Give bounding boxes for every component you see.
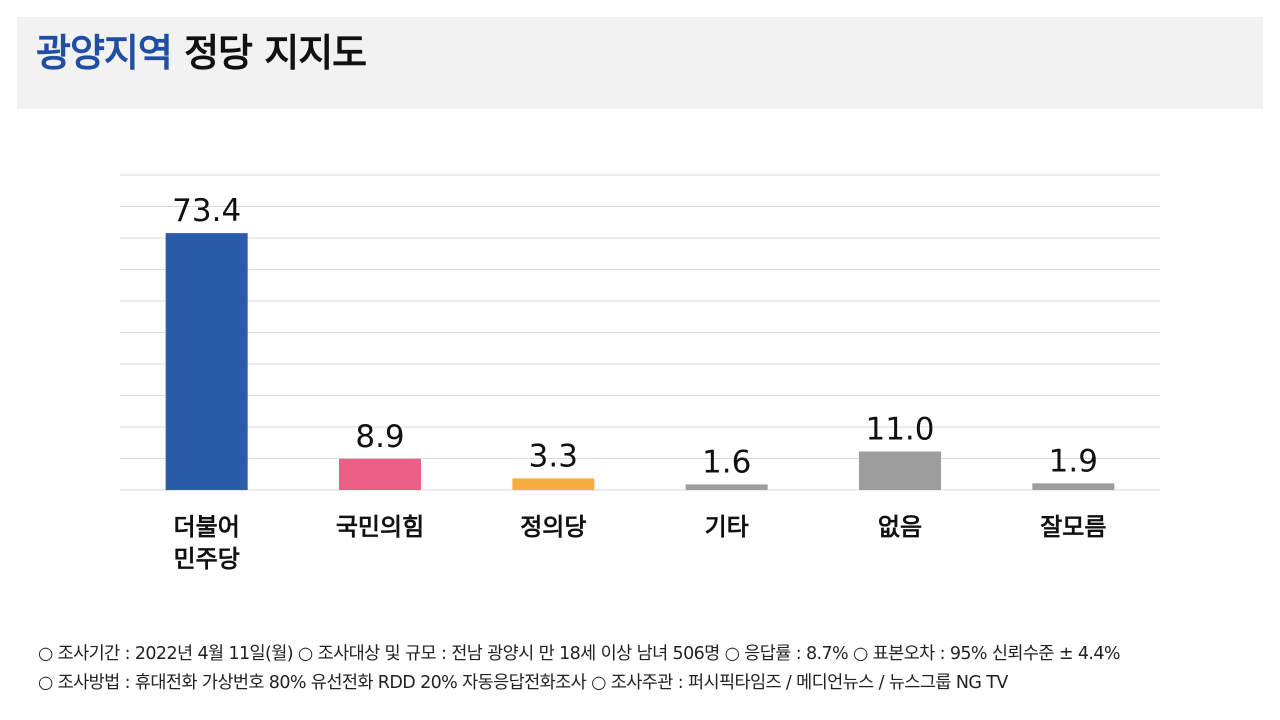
survey-footnote: ○ 조사기간 : 2022년 4월 11일(월) ○ 조사대상 및 규모 : 전… [38,640,1268,698]
title-rest: 정당 지지도 [184,31,367,75]
bar-4 [685,484,768,490]
data-label-2: 8.9 [355,419,404,455]
bar-1 [165,233,248,490]
category-label-5: 없음 [878,513,922,541]
bar-5 [859,451,941,490]
chart-title: 광양지역 정당 지지도 [36,22,367,77]
category-label-1-line-2: 민주당 [174,545,240,573]
data-label-1: 73.4 [172,193,241,229]
category-label-6: 잘모름 [1040,513,1106,541]
title-highlight: 광양지역 [36,31,173,75]
bar-3 [512,478,595,490]
data-label-4: 1.6 [702,444,751,480]
data-label-6: 1.9 [1049,443,1098,479]
header-band [17,17,1263,109]
footnote-line-2: ○ 조사방법 : 휴대전화 가상번호 80% 유선전화 RDD 20% 자동응답… [38,673,1008,693]
data-label-3: 3.3 [529,438,578,474]
bar-6 [1032,483,1115,490]
footnote-line-1: ○ 조사기간 : 2022년 4월 11일(월) ○ 조사대상 및 규모 : 전… [38,644,1121,664]
category-label-2: 국민의힘 [336,513,424,541]
category-label-1-line-1: 더불어 [174,513,240,541]
data-label-5: 11.0 [865,412,934,448]
category-label-4: 기타 [705,513,749,541]
category-label-3: 정의당 [520,513,586,541]
bar-2 [339,458,421,490]
